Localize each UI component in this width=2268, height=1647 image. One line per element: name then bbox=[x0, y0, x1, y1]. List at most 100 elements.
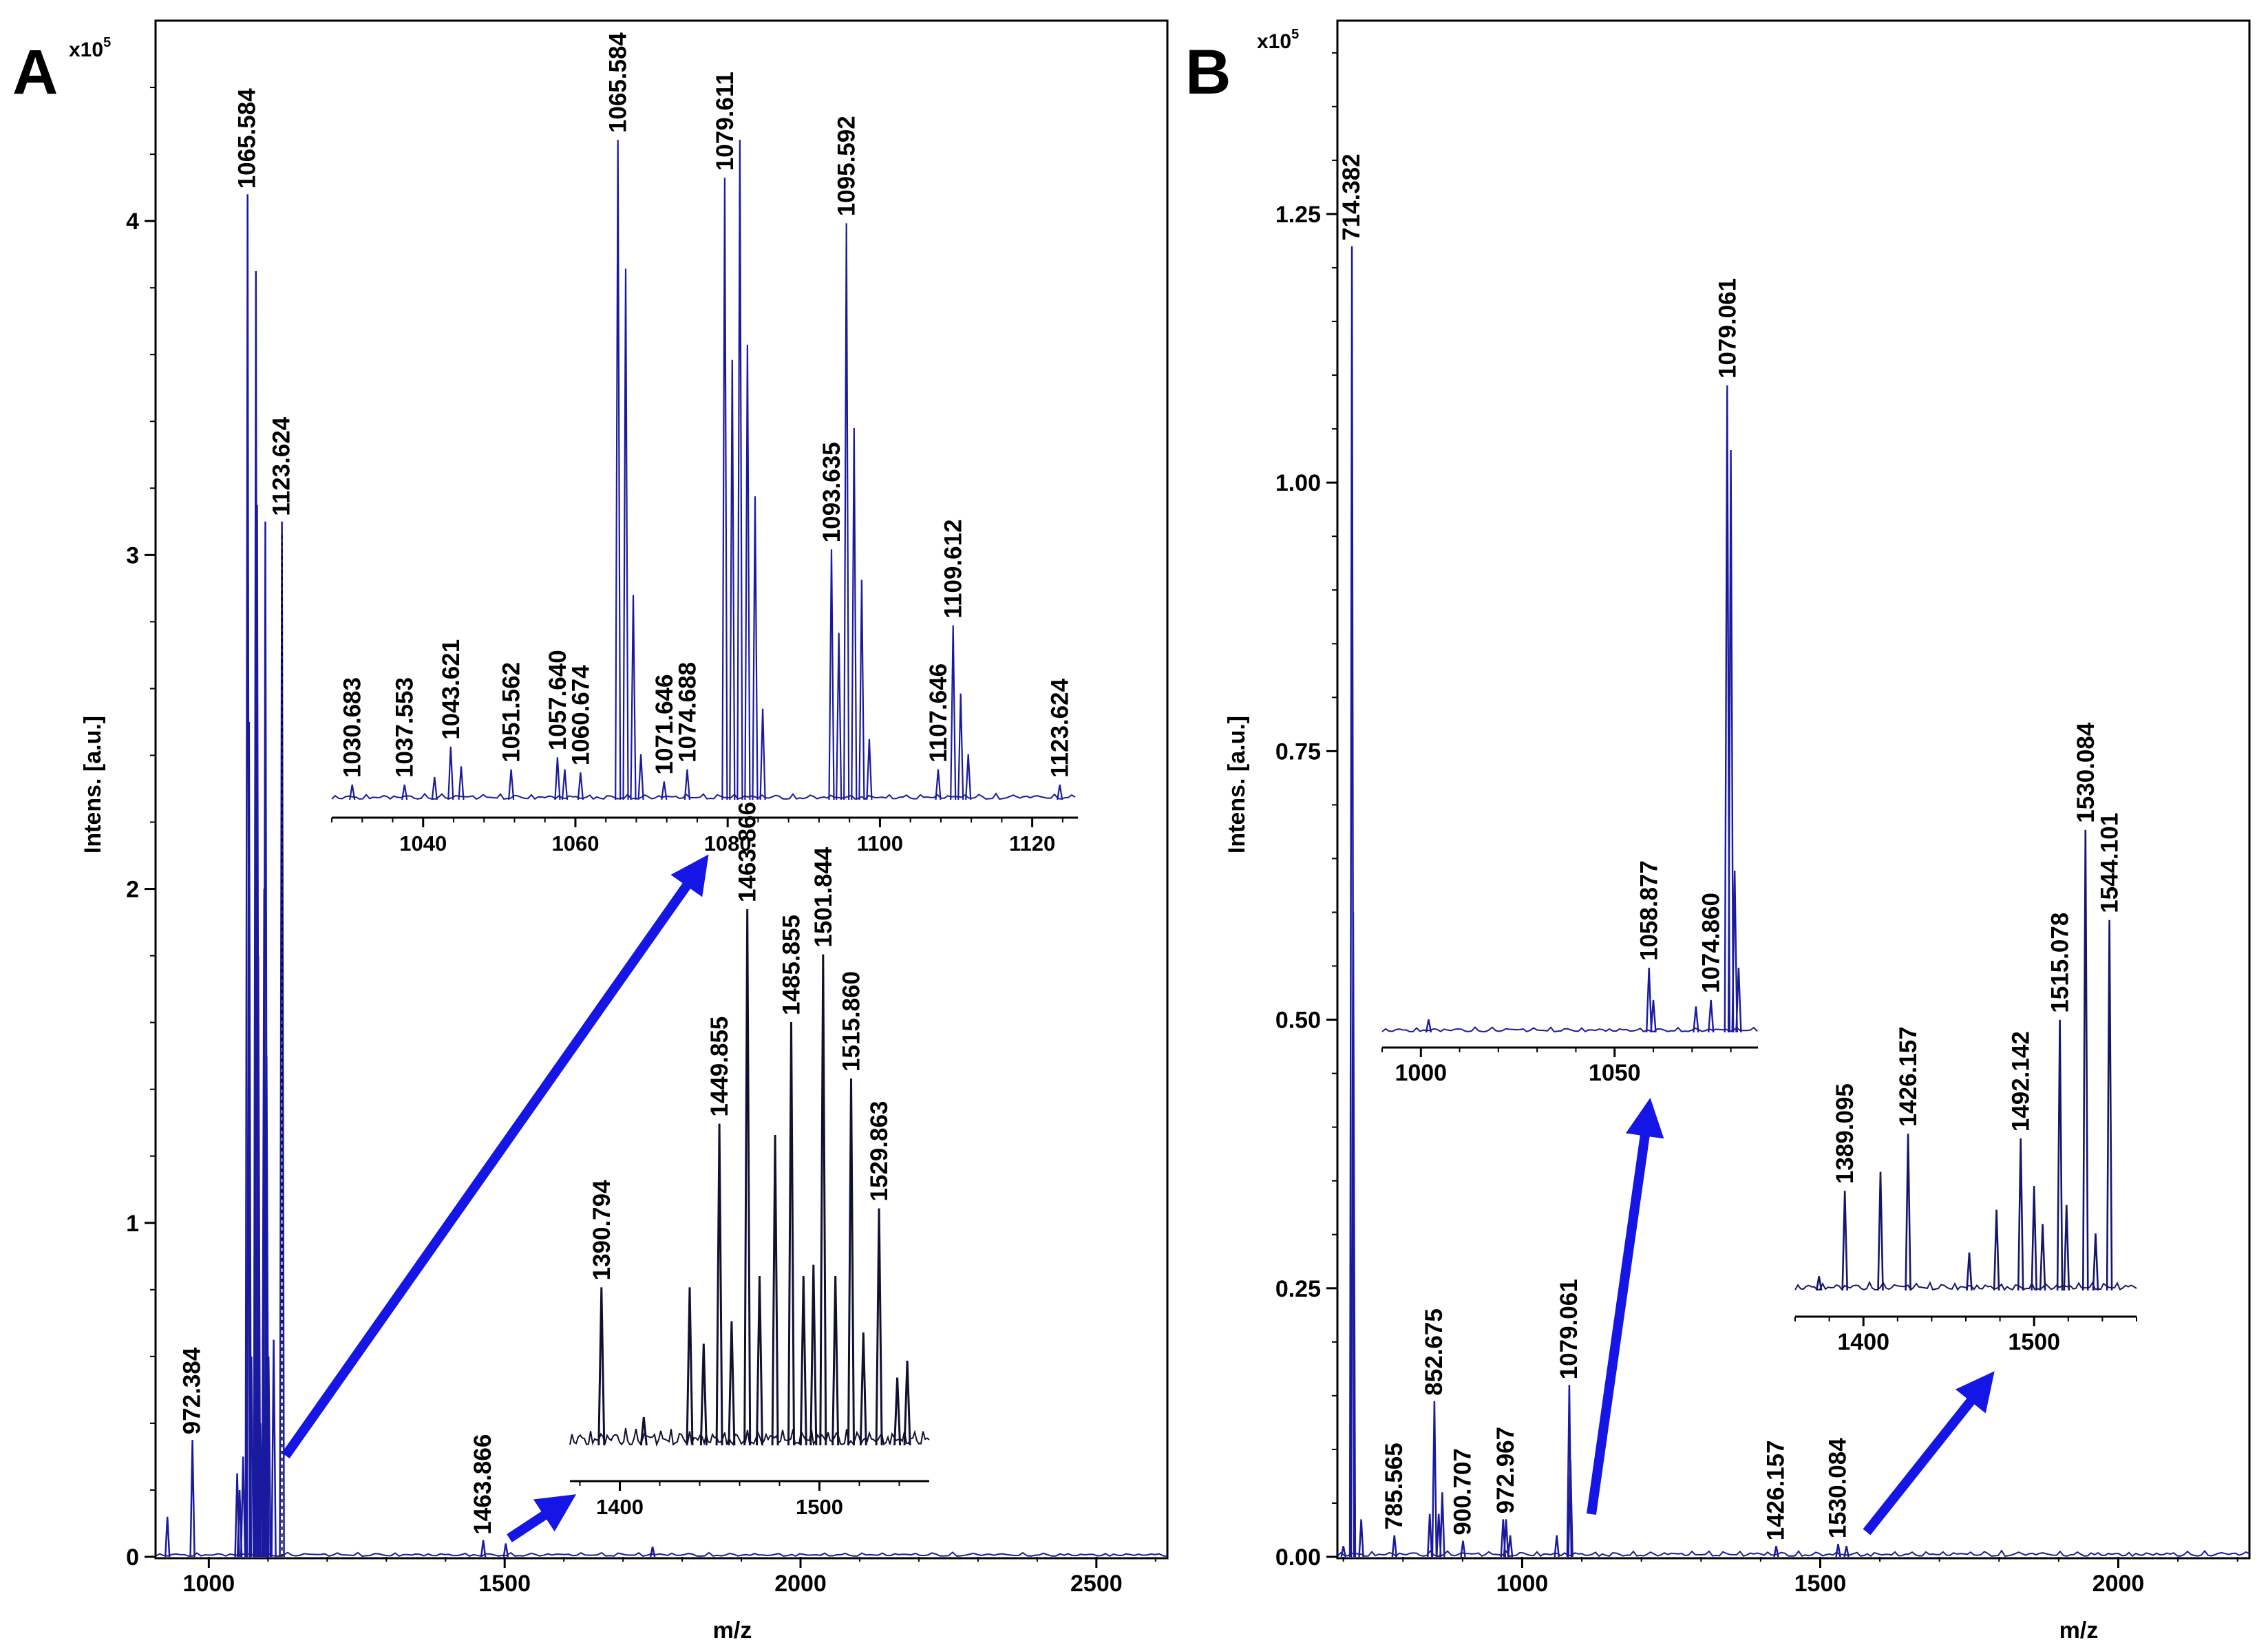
panel-a-xtick-label-1: 1500 bbox=[478, 1571, 531, 1597]
panel-a-inset-2-peak-14 bbox=[847, 1078, 855, 1446]
panel-a-inset-2-peak-1 bbox=[639, 1416, 648, 1446]
panel-b-y-multiplier: x105 bbox=[1257, 27, 1299, 53]
panel-a-ytick-label-4: 4 bbox=[126, 209, 139, 235]
panel-b-peak-9 bbox=[1460, 1540, 1466, 1558]
panel-a-inset-1-xtick-label-1: 1060 bbox=[551, 831, 599, 856]
panel-b-peak-12 bbox=[1507, 1535, 1514, 1558]
panel-a-baseline bbox=[155, 1551, 1168, 1558]
panel-a-inset-1-peak-label-15: 1079.611 bbox=[712, 72, 739, 171]
panel-b-inset-2-background bbox=[1792, 788, 2139, 1292]
panel-a-letter: A bbox=[12, 37, 58, 107]
panel-a-inset-1-peak-7 bbox=[561, 769, 569, 800]
panel-a-inset-1-peak-8 bbox=[577, 772, 584, 800]
panel-b-inset-2-peak-1 bbox=[1841, 1191, 1848, 1291]
panel-a-inset-1-peak-18 bbox=[744, 344, 751, 800]
panel-b-inset-2-peak-6 bbox=[2017, 1138, 2024, 1291]
panel-b-letter: B bbox=[1185, 37, 1231, 107]
panel-a-plot-frame bbox=[154, 19, 1169, 1560]
panel-a-inset-2-peak-label-14: 1515.860 bbox=[838, 971, 865, 1072]
panel-a-inset-1-peak-6 bbox=[554, 757, 561, 800]
panel-a-inset-2-peak-7 bbox=[756, 1275, 763, 1446]
panel-a-inset-1-peak-21 bbox=[828, 549, 835, 800]
panel-b-inset-2-peak-label-13: 1544.101 bbox=[2097, 813, 2123, 913]
panel-b-inset-1-peak-label-4: 1074.860 bbox=[1698, 893, 1725, 993]
panel-a-inset-1-xtick-label-3: 1100 bbox=[857, 831, 903, 856]
panel-a-inset-1-peak-label-0: 1030.683 bbox=[339, 677, 366, 778]
panel-a-inset-2-peak-9 bbox=[787, 1021, 795, 1446]
panel-a-inset-1-peak-24 bbox=[851, 427, 858, 800]
panel-a-y-multiplier-base: x10 bbox=[69, 39, 103, 61]
panel-b-inset-2-peak-label-3: 1426.157 bbox=[1895, 1026, 1922, 1127]
panel-a-inset-1-peak-label-21: 1093.635 bbox=[818, 442, 845, 542]
panel-b-peak-17 bbox=[1835, 1544, 1841, 1558]
panel-a-ytick-label-2: 2 bbox=[126, 877, 139, 903]
panel-a-inset-1-background bbox=[329, 74, 1081, 801]
panel-b-inset-2-peak-9 bbox=[2056, 1019, 2064, 1291]
panel-a-peak-7 bbox=[248, 1356, 255, 1558]
panel-b-inset-2-peak-3 bbox=[1905, 1134, 1911, 1291]
panel-a-inset-1-xtick-label-2: 1080 bbox=[704, 831, 752, 856]
panel-a-inset-1-peak-27 bbox=[935, 769, 942, 800]
panel-b-x-axis-title: m/z bbox=[2059, 1617, 2099, 1644]
panel-a-xtick-label-3: 2500 bbox=[1070, 1571, 1123, 1597]
panel-a-peak-17 bbox=[279, 521, 285, 1558]
panel-a-inset-1-peak-15 bbox=[721, 178, 728, 800]
panel-a-peak-4 bbox=[240, 1456, 246, 1558]
panel-b-peak-label-14: 1079.061 bbox=[1556, 1279, 1582, 1379]
panel-a-inset-1-peak-1 bbox=[401, 784, 408, 800]
panel-a-inset-1-peak-label-28: 1109.612 bbox=[940, 519, 967, 618]
panel-a-inset-2-peak-2 bbox=[686, 1287, 694, 1446]
panel-a-peak-5 bbox=[244, 194, 251, 1558]
panel-b-inset-2-peak-label-9: 1515.078 bbox=[2047, 913, 2074, 1013]
panel-a-inset-1-peak-14 bbox=[683, 769, 690, 800]
panel-b-peak-5 bbox=[1426, 1513, 1433, 1558]
panel-a-inset-2-xtick-label-0: 1400 bbox=[596, 1495, 644, 1519]
zoom-arrow-b-inset-1 bbox=[1587, 1098, 1664, 1515]
panel-a-inset-1-peak-11 bbox=[630, 595, 637, 800]
panel-b-plot-frame bbox=[1336, 19, 2251, 1560]
panel-b-y-multiplier-exp: 5 bbox=[1291, 27, 1299, 42]
panel-a-inset-1-peak-label-3: 1043.621 bbox=[438, 639, 465, 740]
panel-a-inset-2-peak-17 bbox=[893, 1377, 902, 1446]
panel-a-inset-2-peak-11 bbox=[809, 1264, 818, 1446]
panel-a-ytick-label-3: 3 bbox=[126, 542, 139, 569]
panel-a-inset-1-peak-label-13: 1071.646 bbox=[651, 674, 678, 775]
panel-b-ytick-label-5: 1.25 bbox=[1275, 202, 1321, 228]
panel-a-inset-2-peak-6 bbox=[743, 908, 752, 1446]
panel-b-inset-1-peak-0 bbox=[1425, 1019, 1432, 1033]
panel-a-inset-2-peak-label-6: 1463.866 bbox=[734, 802, 761, 902]
panel-a-inset-1-peak-3 bbox=[447, 746, 454, 800]
panel-a-inset-1-peak-19 bbox=[752, 496, 759, 800]
panel-a-inset-1-xtick-label-0: 1040 bbox=[399, 831, 447, 856]
panel-b-inset-1-peak-3 bbox=[1693, 1006, 1699, 1033]
panel-a-inset-1-peak-label-9: 1065.584 bbox=[605, 32, 632, 134]
panel-a-peak-label-5: 1065.584 bbox=[234, 88, 261, 189]
panel-b-peak-label-1: 714.382 bbox=[1338, 153, 1365, 241]
panel-a-inset-2-peak-3 bbox=[699, 1343, 708, 1446]
panel-a-peak-label-17: 1123.624 bbox=[268, 416, 295, 516]
panel-a-inset-1-peak-30 bbox=[965, 754, 972, 800]
panel-b-y-multiplier-base: x10 bbox=[1257, 30, 1291, 53]
panel-b-inset-1-peak-6 bbox=[1727, 449, 1735, 1033]
panel-a-inset-2-peak-label-4: 1449.855 bbox=[706, 1017, 733, 1117]
panel-b-xtick-label-2: 2000 bbox=[2092, 1571, 2145, 1597]
panel-b-inset-1-peak-4 bbox=[1708, 999, 1715, 1033]
panel-b-inset-2-xtick-label-1: 1500 bbox=[2008, 1329, 2060, 1355]
panel-a-inset-2-xtick-label-1: 1500 bbox=[796, 1495, 843, 1519]
panel-a-x-axis-title: m/z bbox=[713, 1617, 752, 1644]
panel-a-inset-1-peak-9 bbox=[615, 140, 622, 800]
panel-a-inset-1-peak-4 bbox=[458, 766, 465, 800]
panel-a-inset-2-peak-18 bbox=[903, 1360, 911, 1446]
panel-b-peak-3 bbox=[1358, 1519, 1364, 1558]
panel-a-peak-10 bbox=[255, 955, 262, 1558]
panel-a-y-multiplier: x105 bbox=[69, 35, 111, 61]
panel-b-peak-13 bbox=[1554, 1535, 1560, 1558]
panel-a-peak-18 bbox=[480, 1540, 487, 1558]
plot-content: 972.384 1065.584 1123.624 1463.866 1000 1500 2… bbox=[126, 32, 2250, 1597]
panel-a-inset-1-peak-26 bbox=[866, 739, 873, 800]
panel-a-xtick-label-2: 2000 bbox=[774, 1571, 827, 1597]
panel-a-inset-1-peak-0 bbox=[349, 784, 356, 800]
panel-a-peak-19 bbox=[502, 1543, 509, 1558]
panel-b-peak-label-17: 1530.084 bbox=[1825, 1438, 1852, 1539]
panel-b-peak-label-9: 900.707 bbox=[1450, 1448, 1476, 1536]
